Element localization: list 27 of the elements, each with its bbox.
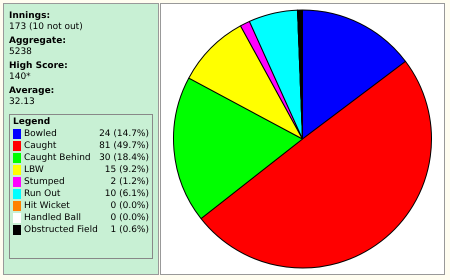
text: 5238 — [9, 47, 33, 58]
data-label: 2 (1.2%) — [110, 177, 149, 187]
text: 0 (0.0%) — [110, 201, 149, 211]
text: 0 (0.0%) — [110, 213, 149, 223]
legend-label: Bowled — [24, 129, 58, 139]
text: 140* — [9, 72, 32, 83]
legend-label: LBW — [24, 165, 45, 175]
legend-title: Legend — [13, 117, 52, 127]
text: High Score: — [9, 61, 69, 72]
data-label: 81 (49.7%) — [99, 141, 149, 151]
data-label: 15 (9.2%) — [104, 165, 149, 175]
legend-label: Caught — [24, 141, 58, 151]
legend-label: Run Out — [24, 189, 62, 199]
text: 32.13 — [9, 97, 36, 108]
data-label: 10 (6.1%) — [104, 189, 149, 199]
legend-label: Stumped — [24, 177, 66, 187]
text: 173 (10 not out) — [9, 22, 84, 33]
text: Innings: — [9, 11, 52, 22]
text: Aggregate: — [9, 36, 67, 47]
legend-label: Caught Behind — [24, 153, 92, 163]
legend-label: Handled Ball — [24, 213, 82, 223]
data-label: 24 (14.7%) — [99, 129, 149, 139]
data-label: 1 (0.6%) — [110, 225, 149, 235]
data-label: 30 (18.4%) — [99, 153, 149, 163]
legend-label: Hit Wicket — [24, 201, 71, 211]
legend-label: Obstructed Field — [24, 225, 99, 235]
text: Average: — [9, 86, 56, 97]
